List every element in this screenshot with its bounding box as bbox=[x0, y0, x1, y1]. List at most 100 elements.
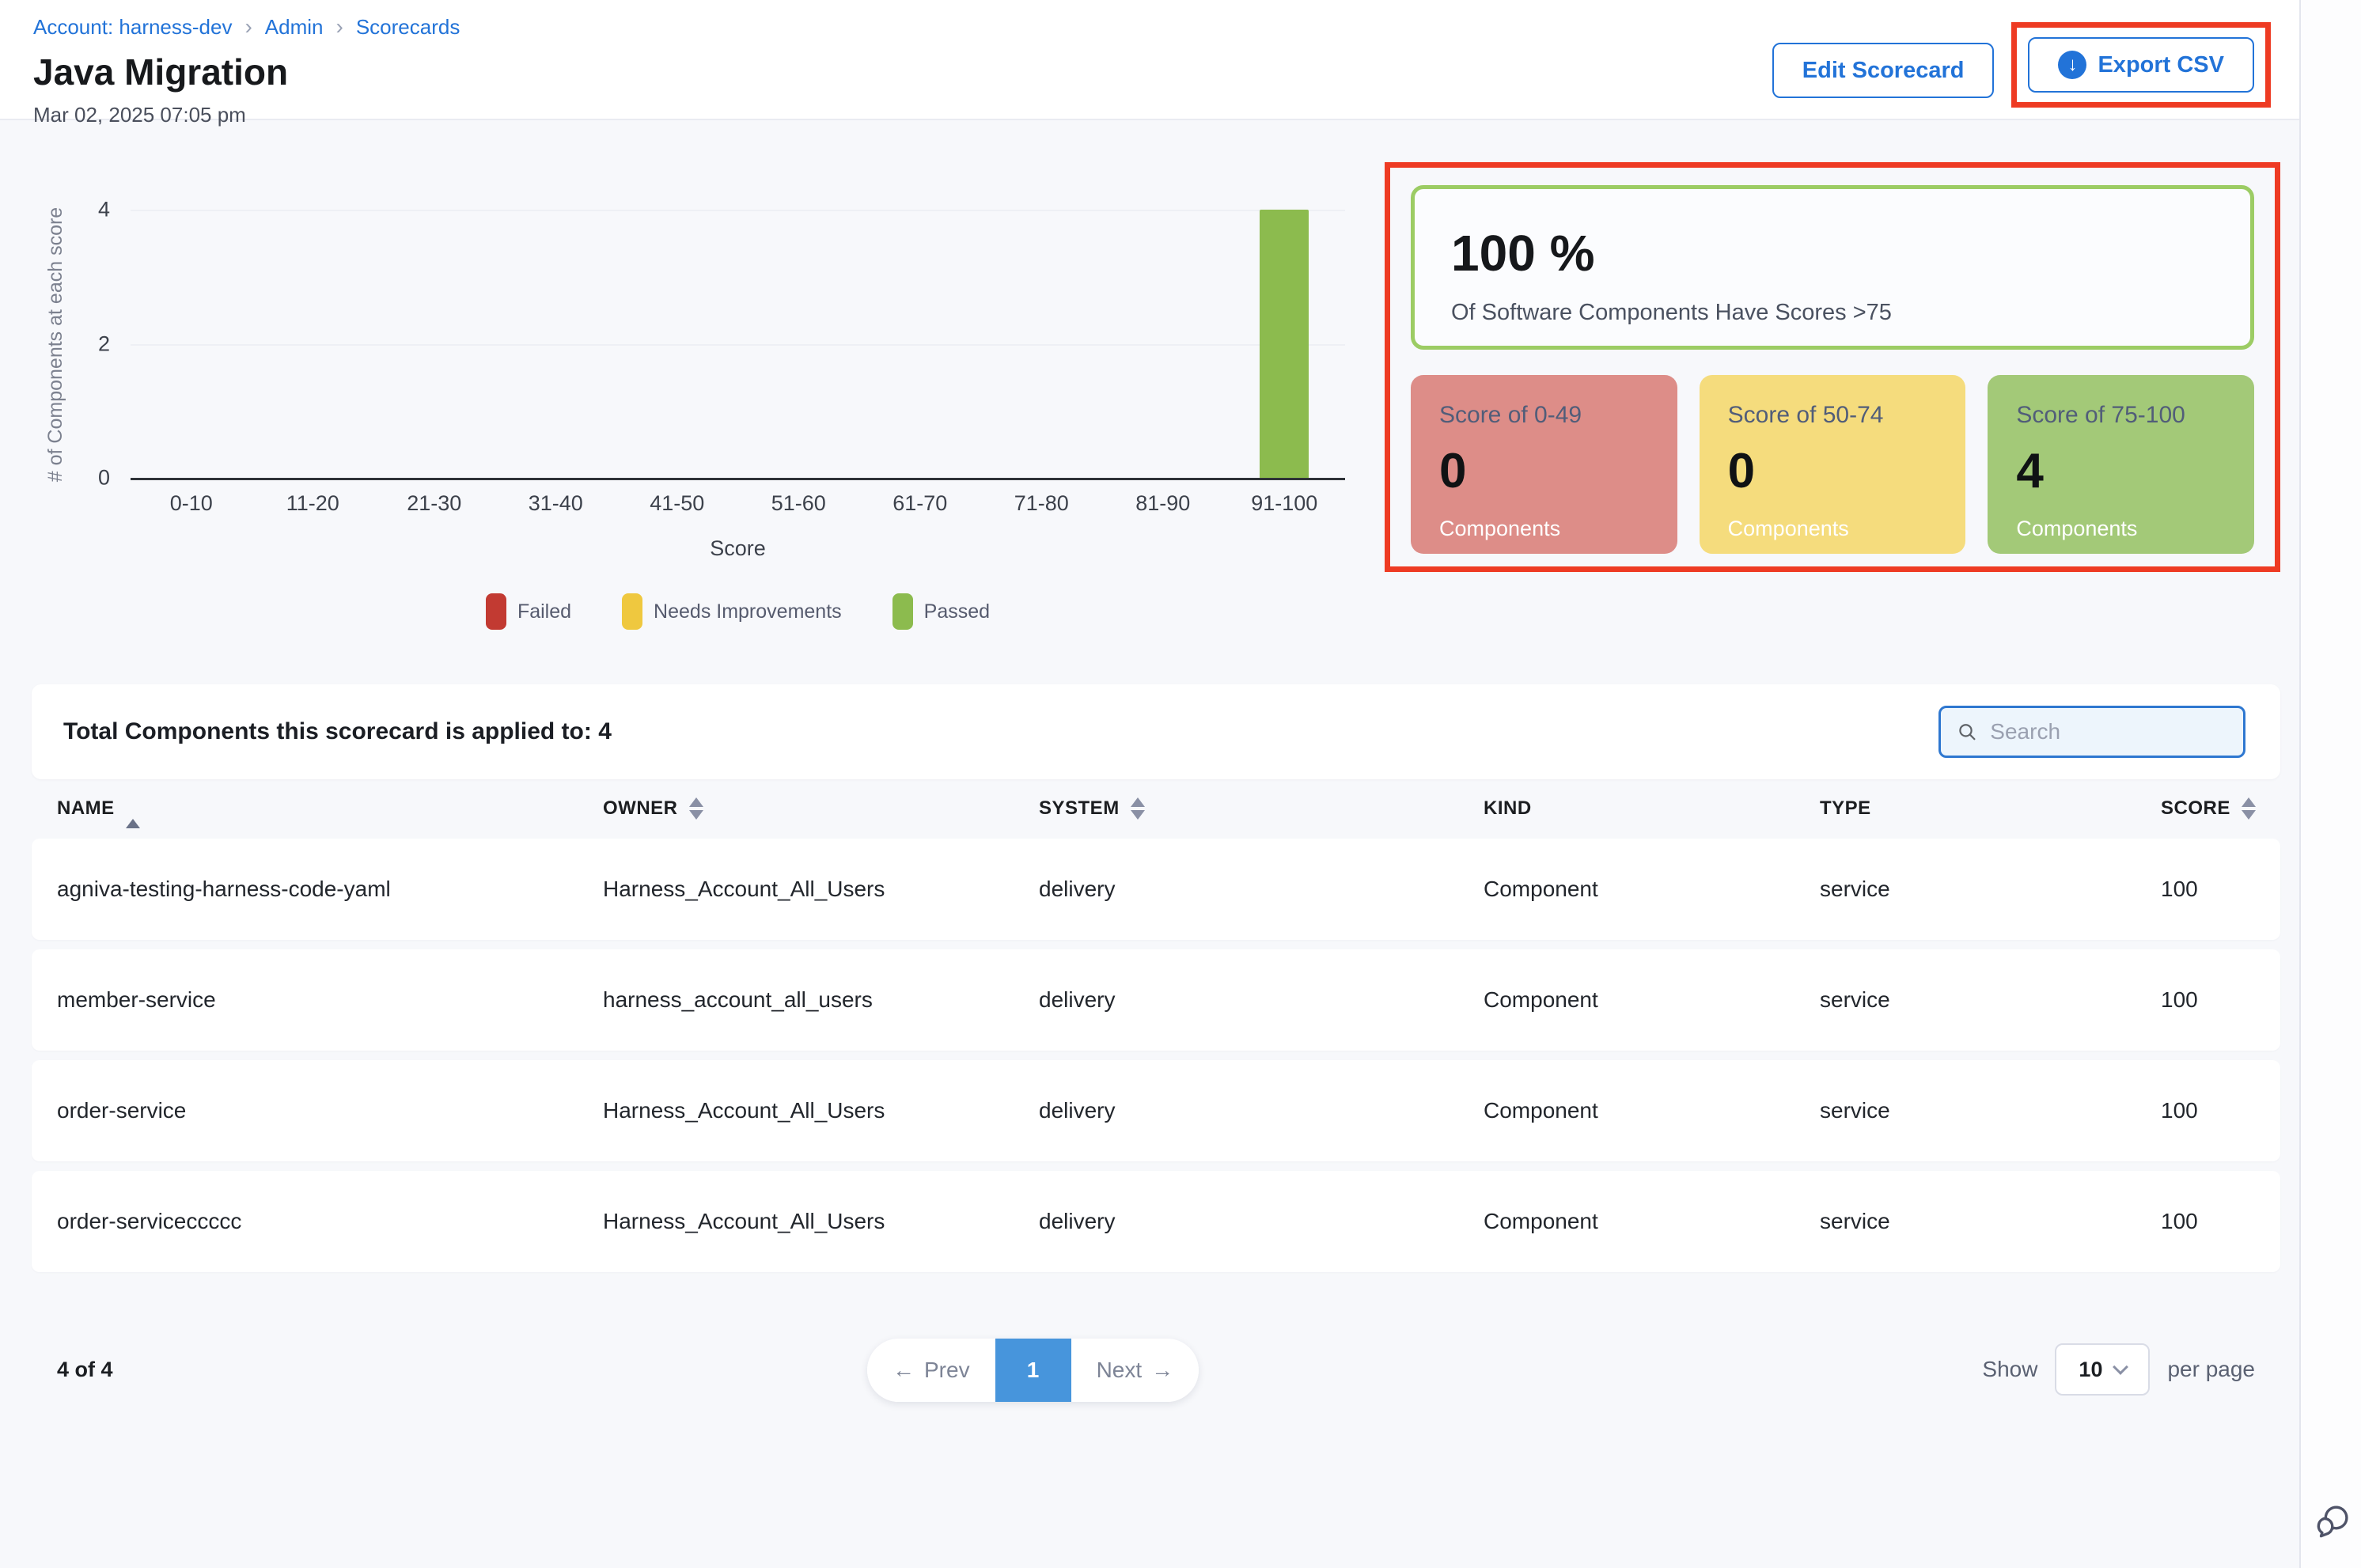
cell-name: order-serviceccccc bbox=[57, 1209, 242, 1233]
y-tick: 4 bbox=[97, 197, 110, 222]
search-input[interactable] bbox=[1990, 719, 2227, 744]
table-summary-bar: Total Components this scorecard is appli… bbox=[32, 684, 2280, 779]
export-csv-button[interactable]: ↓ Export CSV bbox=[2028, 37, 2254, 93]
score-card-count: 4 bbox=[2016, 444, 2044, 498]
cell-kind: Component bbox=[1484, 877, 1598, 901]
column-header-score[interactable]: SCORE bbox=[2161, 797, 2256, 820]
gridline bbox=[131, 210, 1345, 211]
percent-summary-card: 100 % Of Software Components Have Scores… bbox=[1411, 185, 2254, 350]
annotation-box-summary: 100 % Of Software Components Have Scores… bbox=[1385, 162, 2280, 572]
row-count-label: 4 of 4 bbox=[57, 1358, 113, 1381]
breadcrumb-separator-icon: › bbox=[335, 14, 343, 39]
gridline bbox=[131, 343, 1345, 346]
score-range-cards: Score of 0-49 0 Components Score of 50-7… bbox=[1411, 375, 2255, 554]
score-card-75-100: Score of 75-100 4 Components bbox=[1988, 375, 2255, 554]
search-box[interactable] bbox=[1938, 706, 2245, 758]
chart-legend: Failed Needs Improvements Passed bbox=[131, 593, 1345, 630]
percent-value: 100 % bbox=[1451, 225, 1595, 282]
page-header: Account: harness-dev › Admin › Scorecard… bbox=[0, 0, 2299, 127]
cell-name: order-service bbox=[57, 1098, 187, 1123]
page-date: Mar 02, 2025 07:05 pm bbox=[33, 103, 246, 127]
y-axis-label: # of Components at each score bbox=[44, 206, 67, 482]
cell-type: service bbox=[1820, 987, 1890, 1012]
sort-icon bbox=[2241, 797, 2256, 820]
sort-icon bbox=[1130, 797, 1145, 820]
edit-scorecard-button[interactable]: Edit Scorecard bbox=[1772, 43, 1995, 98]
percent-caption: Of Software Components Have Scores >75 bbox=[1451, 300, 1892, 325]
column-header-system[interactable]: SYSTEM bbox=[1039, 797, 1484, 820]
sort-icon bbox=[688, 797, 703, 820]
cell-score: 100 bbox=[2161, 987, 2198, 1012]
download-icon: ↓ bbox=[2058, 51, 2087, 79]
next-page-button[interactable]: Next → bbox=[1071, 1339, 1199, 1402]
cell-name: member-service bbox=[57, 987, 216, 1012]
table-row[interactable]: order-serviceccccc Harness_Account_All_U… bbox=[32, 1171, 2280, 1272]
cell-score: 100 bbox=[2161, 1098, 2198, 1123]
cell-kind: Component bbox=[1484, 1209, 1598, 1233]
cell-owner: Harness_Account_All_Users bbox=[603, 877, 885, 901]
cell-type: service bbox=[1820, 877, 1890, 901]
page-title: Java Migration bbox=[33, 51, 289, 93]
bar-91-100[interactable] bbox=[1260, 210, 1309, 478]
breadcrumb: Account: harness-dev › Admin › Scorecard… bbox=[33, 14, 2299, 40]
cell-owner: Harness_Account_All_Users bbox=[603, 1098, 885, 1123]
main-content: Account: harness-dev › Admin › Scorecard… bbox=[0, 0, 2299, 1402]
column-header-name[interactable]: NAME bbox=[57, 797, 603, 828]
cell-name: agniva-testing-harness-code-yaml bbox=[57, 877, 391, 901]
table-row[interactable]: member-service harness_account_all_users… bbox=[32, 949, 2280, 1051]
failed-swatch-icon bbox=[485, 593, 506, 630]
column-header-kind[interactable]: KIND bbox=[1484, 797, 1532, 819]
header-actions: Edit Scorecard ↓ Export CSV bbox=[1772, 22, 2271, 108]
cell-type: service bbox=[1820, 1098, 1890, 1123]
column-header-type[interactable]: TYPE bbox=[1820, 797, 1871, 819]
column-header-owner[interactable]: OWNER bbox=[603, 797, 1039, 820]
chevron-down-icon bbox=[2113, 1359, 2129, 1375]
x-axis-label: Score bbox=[710, 536, 766, 560]
cell-kind: Component bbox=[1484, 987, 1598, 1012]
search-icon bbox=[1959, 724, 1976, 740]
legend-item-passed[interactable]: Passed bbox=[892, 593, 990, 630]
cell-system: delivery bbox=[1039, 1209, 1116, 1233]
cell-score: 100 bbox=[2161, 1209, 2198, 1233]
table-row[interactable]: agniva-testing-harness-code-yaml Harness… bbox=[32, 839, 2280, 940]
cell-score: 100 bbox=[2161, 877, 2198, 901]
y-tick: 0 bbox=[97, 465, 110, 490]
prev-page-button[interactable]: ← Prev bbox=[867, 1339, 995, 1402]
breadcrumb-scorecards-link[interactable]: Scorecards bbox=[355, 14, 460, 39]
table-header-row: NAME OWNER SYSTEM KIND TYPE SCORE bbox=[32, 779, 2280, 838]
total-components-label: Total Components this scorecard is appli… bbox=[63, 718, 612, 744]
per-page-label: per page bbox=[2167, 1357, 2255, 1381]
cell-type: service bbox=[1820, 1209, 1890, 1233]
score-card-0-49: Score of 0-49 0 Components bbox=[1411, 375, 1677, 554]
cell-system: delivery bbox=[1039, 987, 1116, 1012]
arrow-left-icon: ← bbox=[892, 1358, 915, 1382]
cell-kind: Component bbox=[1484, 1098, 1598, 1123]
score-card-50-74: Score of 50-74 0 Components bbox=[1699, 375, 1966, 554]
table-row[interactable]: order-service Harness_Account_All_Users … bbox=[32, 1060, 2280, 1161]
legend-item-needs-improvements[interactable]: Needs Improvements bbox=[622, 593, 842, 630]
breadcrumb-admin-link[interactable]: Admin bbox=[264, 14, 324, 39]
per-page-control: Show 10 per page bbox=[1982, 1343, 2255, 1396]
x-axis-ticks: 0-10 11-20 21-30 31-40 41-50 51-60 61-70… bbox=[169, 491, 1318, 515]
export-csv-label: Export CSV bbox=[2098, 51, 2224, 78]
y-tick: 2 bbox=[97, 331, 110, 355]
right-rail bbox=[2299, 0, 2361, 1568]
chat-support-icon[interactable] bbox=[2310, 1502, 2353, 1544]
score-card-count: 0 bbox=[1439, 444, 1467, 498]
pagination: ← Prev 1 Next → bbox=[867, 1339, 1199, 1402]
sort-asc-icon bbox=[125, 797, 140, 828]
passed-swatch-icon bbox=[892, 593, 913, 630]
needs-improvements-swatch-icon bbox=[622, 593, 643, 630]
show-label: Show bbox=[1982, 1357, 2038, 1381]
arrow-right-icon: → bbox=[1151, 1358, 1174, 1382]
chart-plot-area: 4 2 0 bbox=[98, 198, 1345, 490]
breadcrumb-account-link[interactable]: Account: harness-dev bbox=[33, 14, 233, 39]
cell-system: delivery bbox=[1039, 1098, 1116, 1123]
current-page-button[interactable]: 1 bbox=[995, 1339, 1071, 1402]
cell-owner: harness_account_all_users bbox=[603, 987, 873, 1012]
breadcrumb-separator-icon: › bbox=[244, 14, 252, 39]
cell-system: delivery bbox=[1039, 877, 1116, 901]
legend-item-failed[interactable]: Failed bbox=[485, 593, 571, 630]
page-size-select[interactable]: 10 bbox=[2055, 1343, 2151, 1396]
